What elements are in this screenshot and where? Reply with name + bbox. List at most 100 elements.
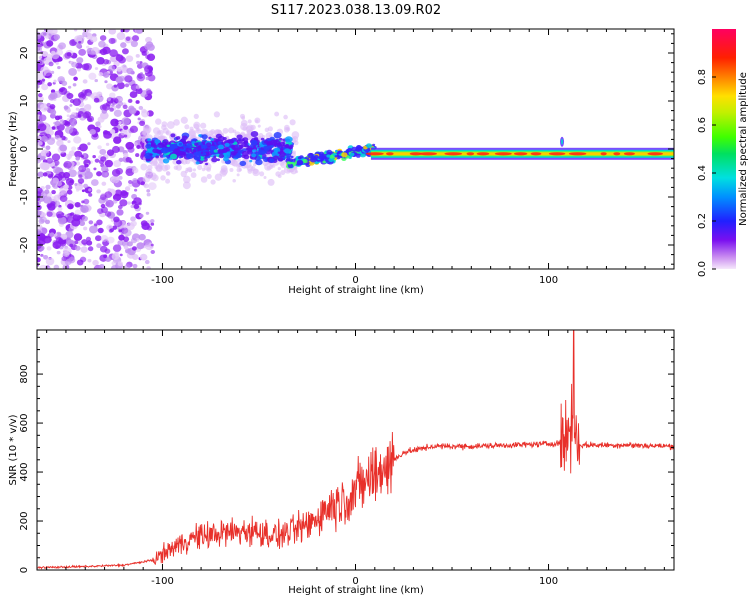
spectrogram-cell — [75, 107, 80, 111]
spectrogram-cell — [113, 109, 122, 117]
snr-y-label: SNR (10 * v/v) — [8, 414, 19, 485]
spectrogram-cell — [93, 97, 100, 103]
spectrogram-cell — [74, 209, 82, 216]
spectrogram-cell — [128, 180, 133, 184]
spectrogram-cell — [120, 189, 128, 197]
spectrogram-cell — [210, 137, 215, 142]
spectrogram-cell — [127, 98, 133, 103]
spectrogram-cell — [112, 244, 122, 252]
spectrogram-cell — [160, 175, 166, 181]
spectrogram-cell — [230, 144, 236, 149]
spectrogram-cell — [90, 50, 96, 56]
spectrogram-cell — [283, 148, 291, 154]
spectrogram-cell — [530, 152, 542, 156]
spectrogram-cell — [220, 167, 229, 176]
spectrogram-cell — [146, 265, 151, 269]
spectrogram-cell — [79, 220, 86, 227]
spectrogram-cell — [138, 105, 144, 110]
spectrogram-x-tick-label: -100 — [151, 275, 174, 286]
spectrogram-cell — [108, 65, 116, 72]
spectrogram-cell — [113, 136, 122, 144]
spectrogram-cell — [82, 112, 90, 119]
spectrogram-cell — [238, 168, 242, 172]
spectrogram-cell — [66, 108, 71, 113]
spectrogram-cell — [51, 184, 56, 188]
spectrogram-cell — [67, 85, 72, 89]
spectrogram-cell — [41, 83, 49, 91]
spectrogram-cell — [46, 137, 56, 146]
spectrogram-cell — [229, 168, 234, 173]
spectrogram-cell — [88, 72, 97, 80]
spectrogram-cell — [277, 167, 281, 171]
spectrogram-cell — [162, 127, 169, 134]
spectrogram-cell — [38, 218, 45, 224]
spectrogram-cell — [222, 127, 229, 134]
colorbar-ticks: 0.0 0.2 0.4 0.6 0.8 — [697, 69, 716, 277]
colorbar-gradient — [712, 29, 736, 269]
spectrogram-cell — [116, 32, 126, 40]
spectrogram-cell — [146, 89, 153, 96]
spectrogram-cell — [236, 173, 240, 177]
spectrogram-cell — [141, 108, 147, 114]
spectrogram-cell — [119, 253, 123, 257]
spectrogram-cell — [170, 153, 178, 160]
spectrogram-cell — [109, 228, 115, 233]
spectrogram-cell — [139, 213, 144, 218]
spectrogram-cell — [76, 57, 84, 64]
spectrogram-cell — [141, 73, 146, 78]
spectrogram-cell — [186, 143, 193, 149]
spectrogram-cell — [184, 124, 190, 130]
spectrogram-cell — [293, 162, 297, 165]
spectrogram-cell — [71, 146, 77, 151]
spectrogram-cell — [160, 147, 169, 154]
spectrogram-cell — [278, 137, 283, 141]
spectrogram-cell — [81, 239, 88, 245]
spectrogram-cell — [74, 201, 81, 208]
spectrogram-cell — [135, 29, 144, 34]
snr-panel: -100 0 100 0 200 400 600 800 Height of straigh… — [8, 329, 675, 596]
spectrogram-cell — [130, 216, 136, 222]
spectrogram-y-tick-label: -20 — [19, 237, 30, 253]
spectrogram-cell — [252, 168, 259, 175]
spectrogram-cell — [409, 152, 422, 156]
spectrogram-cell — [37, 204, 42, 211]
spectrogram-cell — [56, 181, 63, 187]
spectrogram-cell — [143, 183, 149, 189]
spectrogram-cell — [192, 168, 196, 172]
spectrogram-cell — [102, 72, 110, 78]
spectrogram-cell — [46, 40, 54, 47]
spectrogram-cell — [246, 147, 254, 153]
spectrogram-cell — [334, 149, 338, 153]
colorbar-tick-label: 0.0 — [697, 261, 708, 277]
spectrogram-cell — [326, 149, 333, 155]
spectrogram-cell — [647, 152, 663, 156]
snr-x-tick-label: 0 — [352, 576, 358, 587]
spectrogram-cell — [237, 150, 242, 154]
spectrogram-cell — [67, 203, 74, 210]
spectrogram-cell — [138, 233, 146, 241]
spectrogram-cell — [101, 181, 107, 186]
spectrogram-cell — [41, 191, 48, 197]
spectrogram-cell — [113, 84, 118, 88]
spectrogram-cell — [162, 158, 170, 164]
spectrogram-cell — [78, 167, 82, 171]
spectrogram-cell — [51, 126, 56, 130]
spectrogram-cell — [135, 85, 141, 90]
spectrogram-cell — [74, 183, 78, 186]
spectrogram-cell — [284, 136, 293, 143]
snr-y-tick-label: 800 — [19, 365, 30, 384]
figure-title: S117.2023.038.13.09.R02 — [271, 3, 441, 18]
spectrogram-cell — [293, 166, 298, 171]
spectrogram-cell — [46, 157, 54, 164]
spectrogram-cell — [47, 173, 54, 179]
spectrogram-cell — [99, 264, 105, 269]
spectrogram-cell — [46, 246, 52, 251]
spectrogram-cell — [80, 205, 89, 214]
spectrogram-x-tick-label: 0 — [352, 275, 358, 286]
spectrogram-cell — [157, 142, 165, 149]
spectrogram-cell — [74, 240, 79, 245]
spectrogram-cell — [161, 121, 168, 128]
spectrogram-cell — [75, 188, 80, 192]
spectrogram-cell — [59, 144, 68, 152]
spectrogram-cell — [322, 160, 326, 164]
